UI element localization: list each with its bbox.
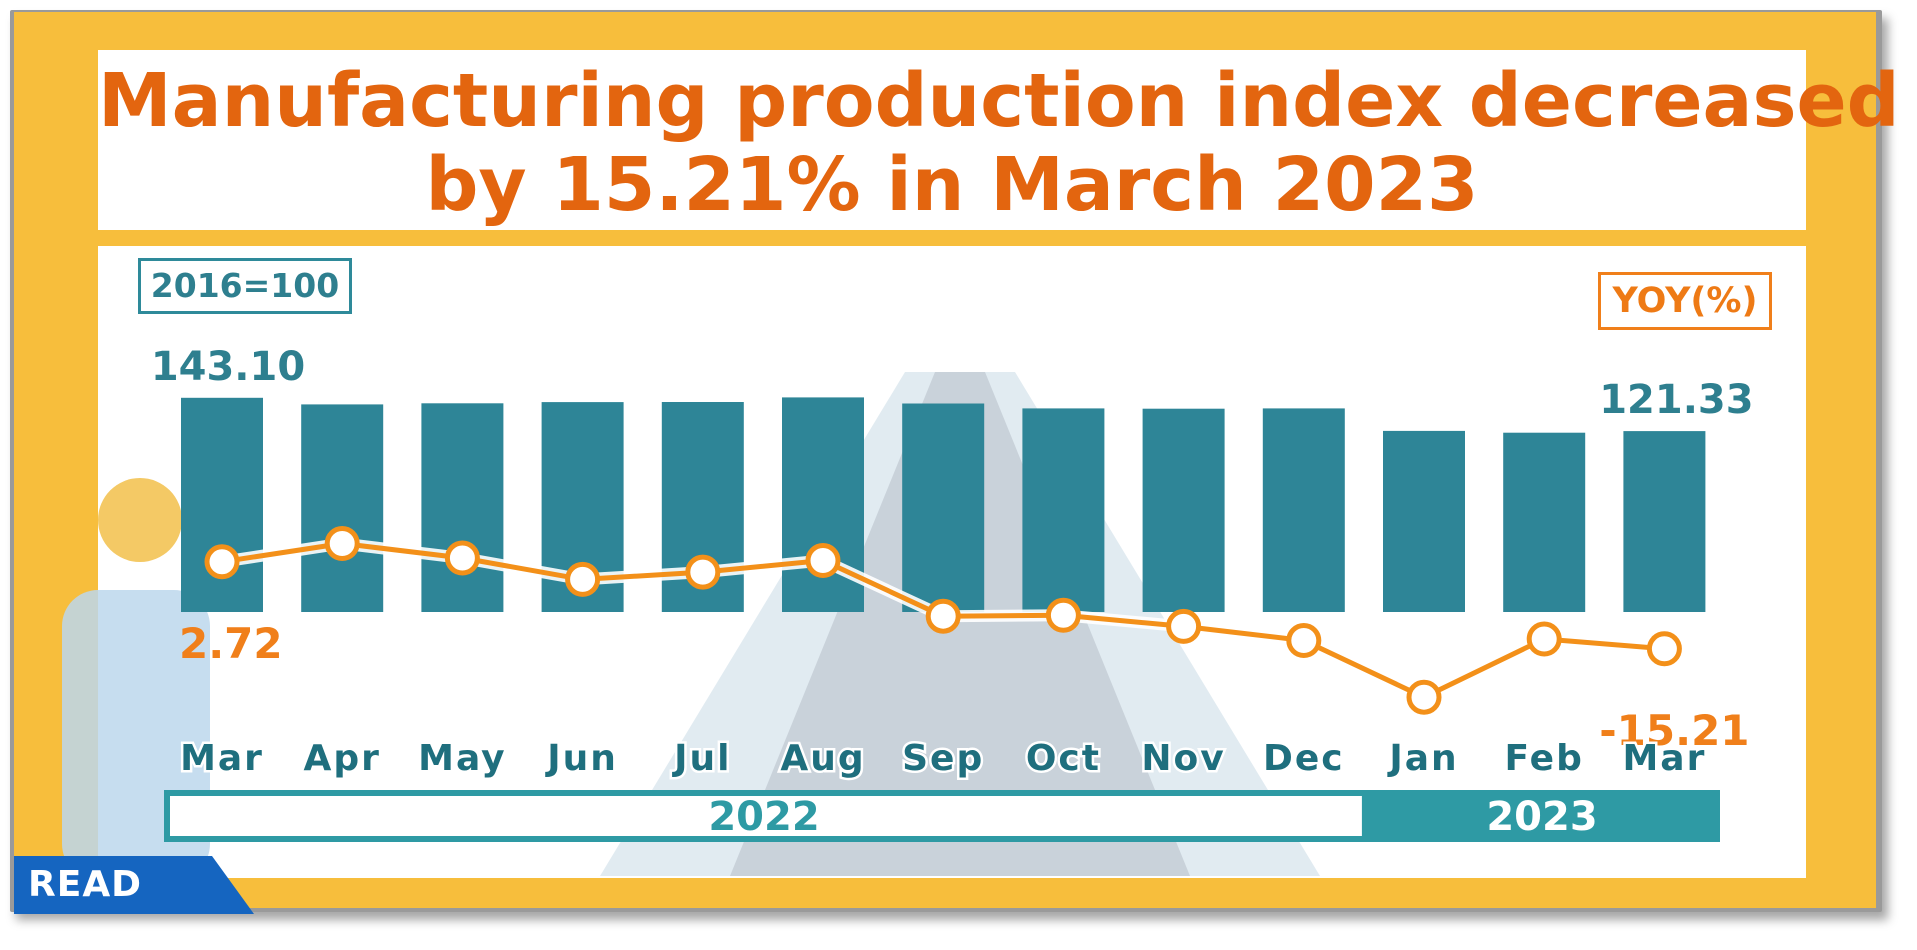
bar-nov-8 [1142, 408, 1225, 612]
tick-label-mar-0: Mar [180, 738, 264, 779]
yoy-point-2 [444, 540, 480, 576]
yoy-point-1 [324, 526, 360, 561]
yoy-point-4 [685, 554, 721, 590]
tick-label-nov-8: Nov [1141, 738, 1225, 779]
tick-label-jul-4: Jul [671, 738, 731, 779]
yoy-point-11 [1526, 621, 1562, 657]
yoy-point-0 [204, 544, 240, 580]
title-line-1: Manufacturing production index decreased [98, 58, 1900, 144]
year-bar-2022-fill [170, 796, 1362, 836]
tick-label-apr-1: Apr [304, 738, 381, 779]
read-label: READ [28, 864, 143, 905]
data-label-yoy-12: -15.21 [1599, 706, 1749, 755]
bar-may-2 [421, 403, 504, 612]
year-label-2023: 2023 [1486, 794, 1597, 840]
data-label-index-12: 121.33 [1599, 377, 1753, 423]
bar-mar-12 [1623, 431, 1706, 612]
tick-label-dec-9: Dec [1263, 738, 1345, 779]
yoy-point-12 [1646, 631, 1682, 667]
yoy-point-5 [805, 543, 841, 578]
yoy-point-10 [1406, 679, 1442, 715]
data-label-yoy-0: 2.72 [179, 619, 283, 668]
bar-oct-7 [1022, 408, 1105, 612]
tick-label-feb-11: Feb [1505, 738, 1584, 779]
conveyor-belt [730, 372, 1190, 876]
yoy-point-7 [1045, 597, 1081, 633]
yoy-point-3 [565, 561, 601, 597]
yoy-point-9 [1286, 623, 1322, 658]
yoy-point-8 [1166, 608, 1202, 644]
tick-label-mar-12: Mar [1622, 738, 1706, 779]
tick-label-aug-5: Aug [780, 738, 865, 779]
title-panel: Manufacturing production index decreased… [98, 50, 1900, 230]
yoy-point-6 [925, 598, 961, 634]
tick-label-oct-7: Oct [1026, 738, 1101, 779]
bar-dec-9 [1262, 408, 1345, 612]
base-year-badge: 2016=100 [138, 258, 352, 314]
bar-sep-6 [902, 403, 985, 612]
yoy-badge: YOY(%) [1598, 272, 1772, 330]
bar-mar-0 [181, 397, 263, 612]
bar-apr-1 [301, 404, 384, 612]
bar-jan-10 [1383, 430, 1465, 612]
read-tag[interactable]: READ [14, 856, 254, 914]
tick-label-jan-10: Jan [1386, 738, 1458, 779]
tick-label-jun-3: Jun [544, 738, 618, 779]
title-line-2: by 15.21% in March 2023 [425, 142, 1479, 228]
data-label-index-0: 143.10 [151, 344, 305, 390]
tick-label-may-2: May [418, 738, 506, 779]
year-label-2022: 2022 [708, 794, 819, 840]
bar-feb-11 [1503, 432, 1586, 612]
tick-label-sep-6: Sep [902, 738, 984, 779]
worker-helmet [98, 478, 182, 562]
